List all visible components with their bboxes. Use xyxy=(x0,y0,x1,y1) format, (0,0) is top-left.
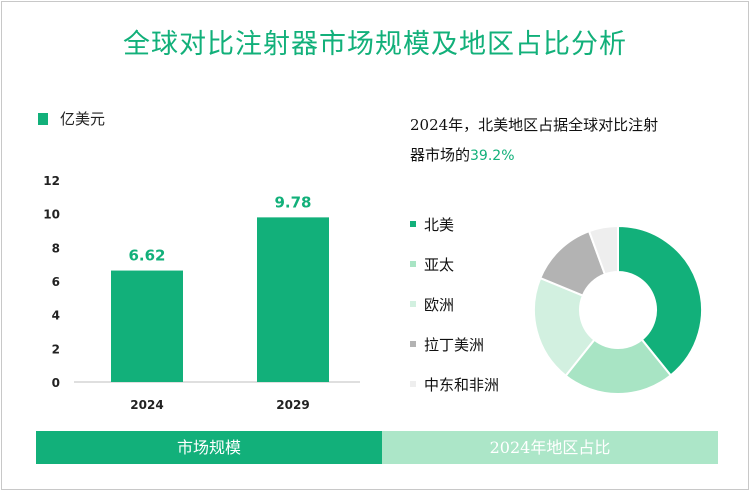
pie-legend-label: 拉丁美洲 xyxy=(424,335,485,354)
footer-region-share: 2024年地区占比 xyxy=(382,431,718,464)
bar-2024 xyxy=(111,270,183,382)
pie-legend-label: 北美 xyxy=(424,215,455,234)
pie-legend-swatch xyxy=(410,301,416,307)
y-tick-label-3: 6 xyxy=(52,275,60,289)
donut-slice-2 xyxy=(533,276,596,378)
summary-percent: 39.2% xyxy=(470,148,515,164)
bar-2029 xyxy=(257,217,329,382)
summary-line-1: 2024年，北美地区占据全球对比注射 xyxy=(410,116,659,134)
pie-legend-item: 北美 xyxy=(410,214,499,234)
bar-chart: 0 2 4 6 8 10 12 6.62 2024 9.78 2029 xyxy=(43,174,360,412)
x-tick-label-2024: 2024 xyxy=(130,398,163,412)
summary-text: 2024年，北美地区占据全球对比注射 器市场的39.2% xyxy=(410,110,730,171)
y-tick-label-5: 10 xyxy=(43,208,60,222)
pie-legend-swatch xyxy=(410,221,416,227)
donut-slice-0 xyxy=(617,224,703,377)
pie-legend-label: 亚太 xyxy=(424,255,455,274)
summary-line-2-prefix: 器市场的 xyxy=(410,146,471,164)
pie-legend-swatch xyxy=(410,261,416,267)
pie-legend-item: 欧洲 xyxy=(410,294,499,314)
pie-legend-swatch xyxy=(410,341,416,347)
donut-slice-1 xyxy=(564,338,673,395)
y-tick-label-1: 2 xyxy=(52,342,60,356)
footer-market-size: 市场规模 xyxy=(36,431,382,464)
donut-slice-4 xyxy=(587,224,619,276)
pie-legend-label: 欧洲 xyxy=(424,295,455,314)
pie-legend-item: 亚太 xyxy=(410,254,499,274)
pie-legend: 北美亚太欧洲拉丁美洲中东和非洲 xyxy=(410,214,499,414)
bar-data-label-2029: 9.78 xyxy=(274,193,311,211)
bar-legend-label: 亿美元 xyxy=(60,110,106,128)
bar-legend: 亿美元 xyxy=(38,108,105,129)
pie-legend-item: 中东和非洲 xyxy=(410,374,499,394)
y-tick-label-6: 12 xyxy=(43,174,60,188)
x-tick-label-2029: 2029 xyxy=(276,398,309,412)
chart-title: 全球对比注射器市场规模及地区占比分析 xyxy=(123,29,627,60)
summary-line-2: 器市场的39.2% xyxy=(410,140,730,171)
pie-legend-swatch xyxy=(410,381,416,387)
y-tick-label-2: 4 xyxy=(52,309,60,323)
pie-legend-label: 中东和非洲 xyxy=(424,375,500,394)
y-tick-label-4: 8 xyxy=(52,241,60,255)
bar-data-label-2024: 6.62 xyxy=(128,247,165,265)
y-tick-label-0: 0 xyxy=(52,376,60,390)
donut-chart xyxy=(533,224,703,395)
bar-legend-swatch xyxy=(38,112,48,125)
pie-legend-item: 拉丁美洲 xyxy=(410,334,499,354)
